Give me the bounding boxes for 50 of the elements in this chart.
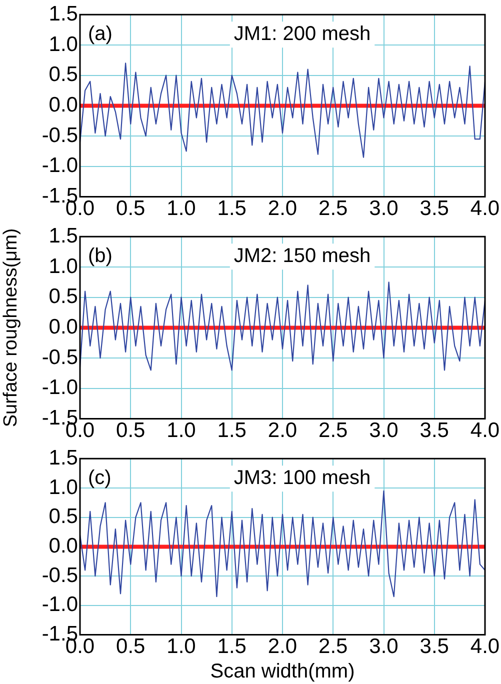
y-tick-label: -1.0	[42, 593, 78, 616]
annotation: (c)	[88, 467, 112, 490]
x-axis-title: Scan width(mm)	[210, 660, 355, 683]
y-tick-label: 1.0	[48, 32, 78, 56]
y-tick-label: -0.5	[42, 124, 78, 147]
y-tick-label: 1.5	[48, 2, 78, 26]
x-tick-label: 2.5	[318, 419, 348, 442]
y-tick-label: 0.0	[48, 93, 78, 116]
x-tick-label: 3.5	[420, 419, 449, 442]
annotation: JM3: 100 mesh	[234, 467, 371, 490]
x-tick-label: 3.0	[369, 419, 398, 442]
y-tick-label: -0.5	[42, 564, 78, 587]
y-tick-label: 0.0	[48, 534, 78, 558]
x-tick-label: 2.5	[318, 197, 348, 220]
x-tick-label: 0.5	[116, 197, 146, 220]
y-tick-label: 0.0	[48, 315, 78, 338]
x-tick-label: 4.0	[470, 197, 500, 220]
y-tick-label: 0.5	[48, 63, 78, 86]
x-tick-label: 3.0	[369, 635, 398, 658]
x-tick-label: 2.0	[268, 635, 298, 658]
annotation: (a)	[88, 23, 112, 46]
y-tick-label: 1.5	[48, 446, 78, 470]
annotation: (b)	[88, 245, 112, 268]
x-tick-label: 4.0	[470, 635, 500, 658]
annotation: JM2: 150 mesh	[234, 245, 371, 268]
y-tick-label: -1.0	[42, 376, 78, 400]
x-tick-label: 1.5	[217, 419, 246, 442]
x-tick-label: 1.5	[217, 197, 246, 220]
x-tick-label: 1.0	[166, 197, 196, 220]
y-tick-label: -0.5	[42, 346, 78, 369]
x-tick-label: 3.5	[420, 635, 449, 658]
y-tick-label: 0.5	[48, 505, 78, 528]
x-tick-label: 2.0	[268, 419, 298, 442]
x-tick-label: 1.0	[166, 635, 196, 658]
y-tick-label: 1.0	[48, 476, 78, 499]
x-tick-label: 2.0	[268, 197, 298, 220]
y-tick-label: 0.5	[48, 285, 78, 308]
x-tick-label: 3.0	[369, 197, 398, 220]
x-tick-label: 2.5	[318, 635, 348, 658]
x-tick-label: 0.5	[116, 419, 146, 442]
x-tick-label: 1.0	[166, 419, 196, 442]
x-tick-label: 0.5	[116, 635, 146, 658]
y-tick-label: 1.5	[48, 224, 78, 248]
y-tick-label: 1.0	[48, 254, 78, 278]
y-axis-title: Surface roughness(μm)	[0, 228, 22, 428]
y-tick-label: -1.0	[42, 154, 78, 178]
x-tick-label: 1.5	[217, 635, 246, 658]
x-tick-label: 3.5	[420, 197, 449, 220]
x-tick-label: 4.0	[470, 419, 500, 442]
annotation: JM1: 200 mesh	[234, 23, 371, 46]
